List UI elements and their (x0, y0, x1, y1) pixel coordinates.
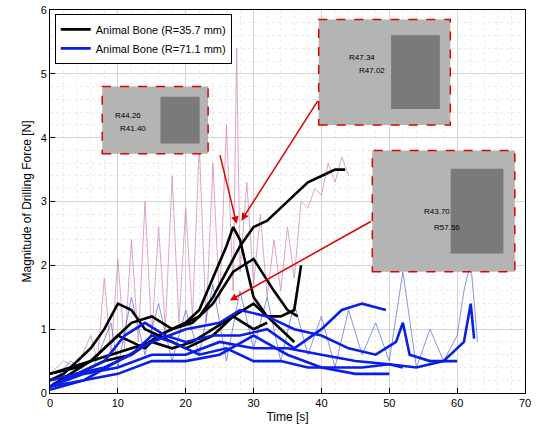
svg-text:40: 40 (315, 397, 327, 409)
svg-text:R57.56: R57.56 (434, 223, 460, 232)
svg-text:R47.02: R47.02 (359, 66, 385, 75)
svg-text:Magnitude of Drilling Force [N: Magnitude of Drilling Force [N] (20, 120, 34, 282)
svg-text:0: 0 (47, 397, 53, 409)
svg-text:2: 2 (41, 259, 47, 271)
svg-text:6: 6 (41, 4, 47, 16)
svg-text:Time [s]: Time [s] (266, 410, 308, 424)
svg-text:Animal Bone (R=71.1 mm): Animal Bone (R=71.1 mm) (96, 43, 226, 55)
svg-text:70: 70 (519, 397, 531, 409)
svg-text:30: 30 (247, 397, 259, 409)
svg-text:4: 4 (41, 132, 47, 144)
svg-text:20: 20 (180, 397, 192, 409)
svg-text:Animal Bone (R=35.7 mm): Animal Bone (R=35.7 mm) (96, 24, 226, 36)
svg-text:R47.34: R47.34 (349, 53, 375, 62)
svg-text:50: 50 (383, 397, 395, 409)
svg-text:R43.70: R43.70 (424, 207, 450, 216)
svg-text:R44.26: R44.26 (115, 111, 141, 120)
svg-text:1: 1 (41, 323, 47, 335)
svg-text:0: 0 (41, 387, 47, 399)
svg-text:10: 10 (112, 397, 124, 409)
svg-text:3: 3 (41, 195, 47, 207)
svg-text:5: 5 (41, 68, 47, 80)
svg-text:R41.40: R41.40 (120, 124, 146, 133)
svg-text:60: 60 (451, 397, 463, 409)
